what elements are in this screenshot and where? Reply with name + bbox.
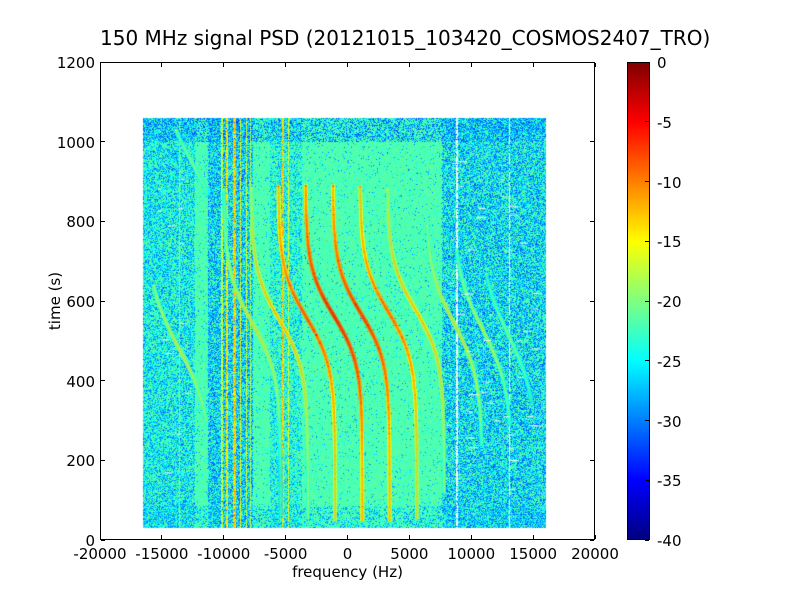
x-tick (470, 63, 472, 67)
colorbar-tick-label: -30 (657, 412, 682, 431)
colorbar-tick (645, 539, 649, 541)
x-tick (532, 63, 534, 67)
x-tick (408, 535, 410, 539)
x-tick (223, 63, 225, 67)
x-tick (99, 535, 101, 539)
x-axis-label: frequency (Hz) (292, 563, 403, 581)
colorbar-tick-label: 0 (657, 54, 667, 72)
x-tick (99, 63, 101, 67)
y-tick (101, 61, 105, 63)
colorbar-tick (645, 121, 649, 123)
y-tick (101, 141, 105, 143)
colorbar-tick-label: -15 (657, 233, 682, 252)
y-tick (101, 380, 105, 382)
y-tick (590, 459, 594, 461)
y-tick (101, 459, 105, 461)
x-tick (347, 535, 348, 539)
x-tick (347, 63, 348, 67)
y-tick (590, 141, 594, 143)
y-tick-label: 1200 (56, 54, 95, 72)
y-tick-label: 800 (66, 213, 95, 232)
colorbar-tick-label: -20 (657, 293, 682, 311)
y-tick-label: 0 (85, 532, 95, 550)
spectrogram-canvas (100, 62, 595, 540)
x-tick-label: 0 (342, 545, 353, 563)
colorbar-tick (645, 479, 649, 481)
colorbar-tick-label: -35 (657, 472, 682, 491)
x-tick (594, 535, 596, 539)
x-tick (223, 535, 225, 539)
x-tick-label: -5000 (263, 545, 308, 563)
colorbar-tick-label: -25 (657, 352, 682, 371)
colorbar-tick (645, 181, 649, 182)
colorbar-tick-label: -40 (657, 532, 682, 550)
x-tick-label: 10000 (447, 545, 496, 563)
x-tick (285, 535, 287, 539)
x-tick (532, 535, 534, 539)
x-tick (470, 535, 472, 539)
colorbar-tick (645, 420, 649, 421)
colorbar-tick-label: -5 (657, 113, 672, 132)
y-tick-label: 600 (66, 293, 95, 311)
y-tick (590, 380, 594, 382)
x-tick-label: -10000 (197, 545, 251, 563)
x-tick (161, 535, 163, 539)
y-tick (590, 220, 594, 222)
colorbar-tick (645, 240, 649, 242)
y-tick (101, 300, 105, 302)
y-tick (590, 300, 594, 302)
x-tick-label: 5000 (390, 545, 429, 563)
y-tick (101, 539, 105, 541)
y-tick (590, 61, 594, 63)
y-tick-label: 1000 (56, 133, 95, 152)
y-tick (101, 220, 105, 222)
colorbar-tick-label: -10 (657, 173, 682, 192)
x-tick-label: 20000 (571, 545, 619, 563)
x-tick-label: 15000 (509, 545, 557, 563)
colorbar-tick (645, 360, 649, 362)
x-tick (594, 63, 596, 67)
y-tick-label: 200 (66, 452, 95, 471)
x-tick (161, 63, 163, 67)
x-tick (408, 63, 410, 67)
x-tick (285, 63, 287, 67)
y-tick (590, 539, 594, 541)
chart-title: 150 MHz signal PSD (20121015_103420_COSM… (100, 26, 711, 50)
colorbar-gradient (627, 62, 650, 540)
x-tick-label: -15000 (135, 545, 189, 563)
colorbar-tick (645, 300, 649, 302)
x-tick-label: -20000 (73, 545, 127, 563)
y-tick-label: 400 (66, 372, 95, 391)
colorbar-tick (645, 61, 649, 63)
